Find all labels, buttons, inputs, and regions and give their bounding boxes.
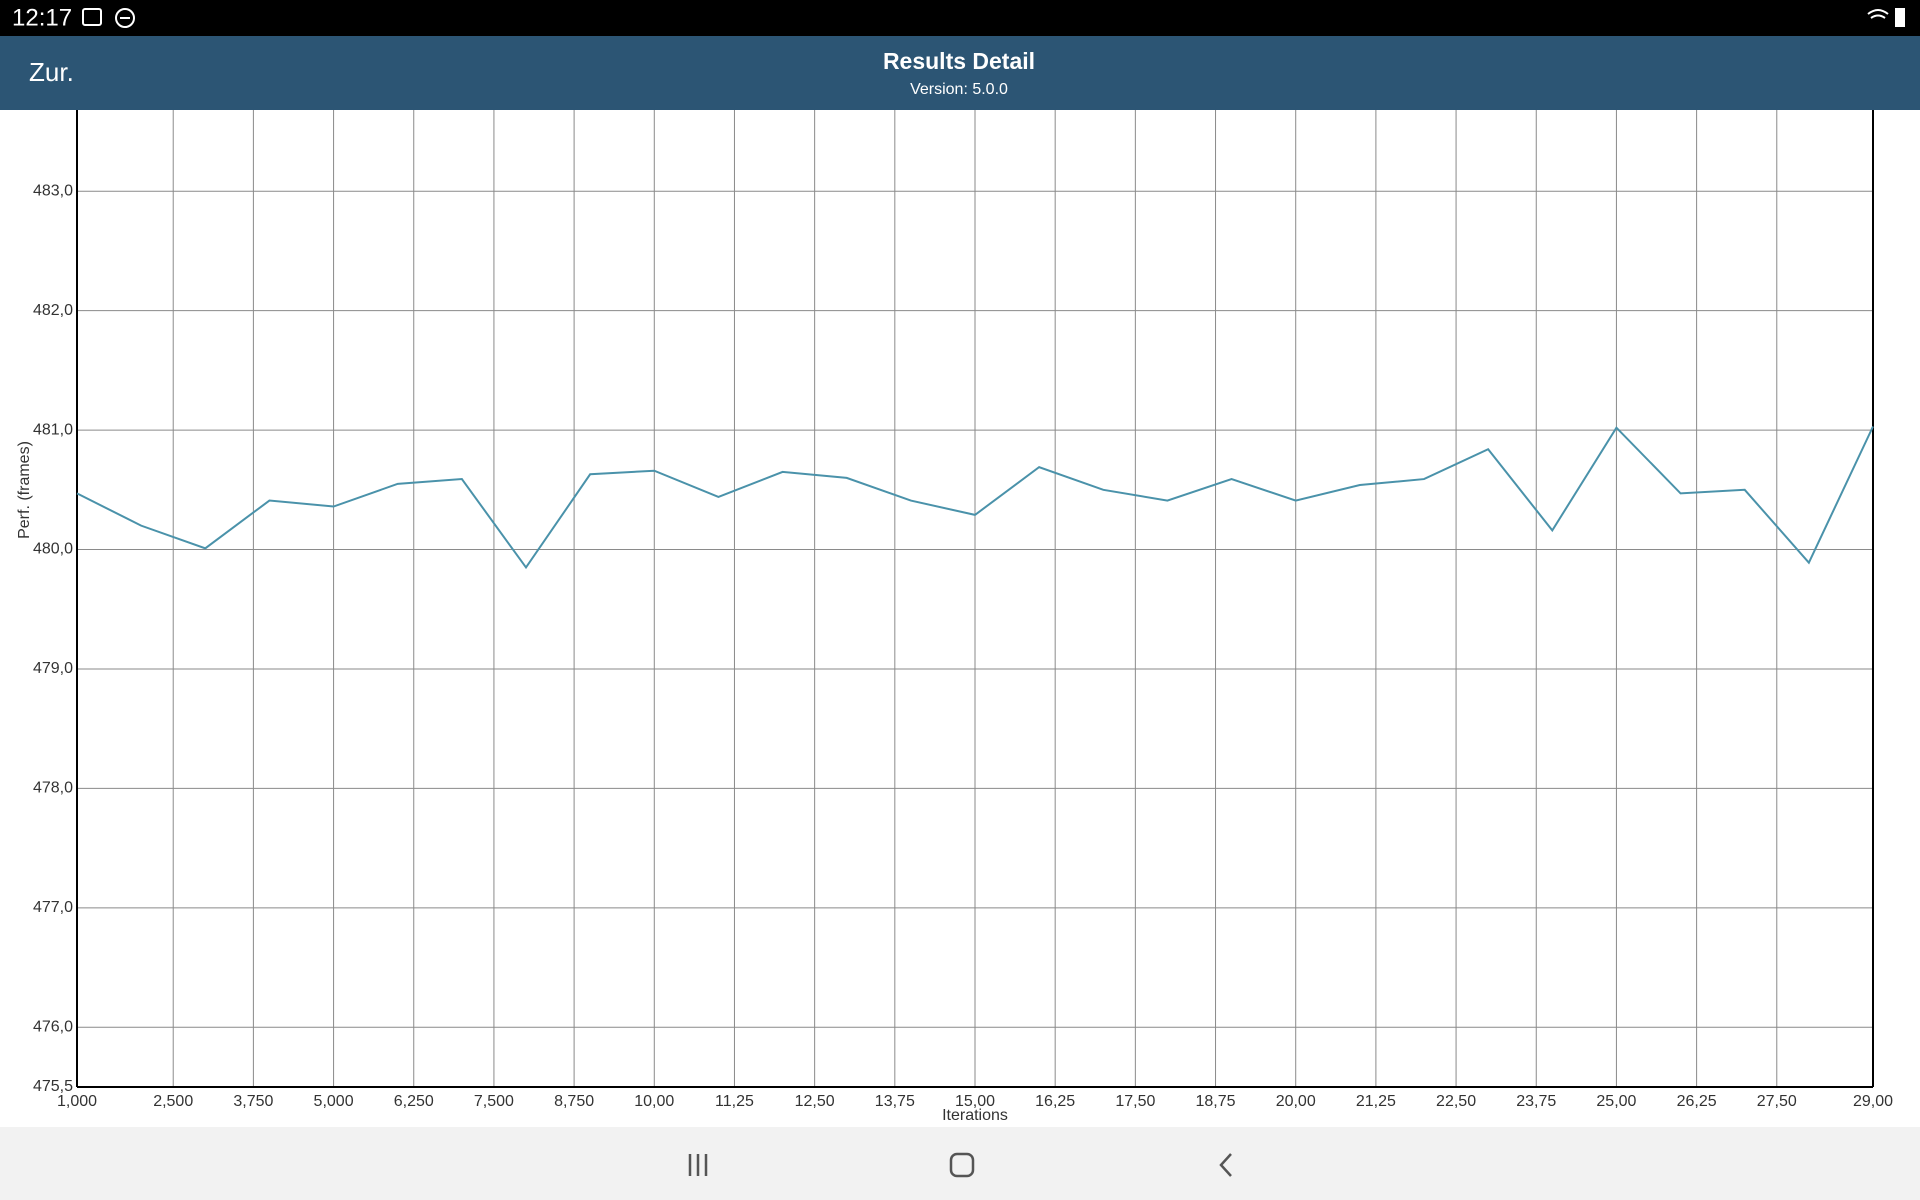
x-tick-label: 8,750	[554, 1093, 594, 1110]
app-bar	[0, 36, 1920, 110]
x-tick-label: 2,500	[153, 1093, 193, 1110]
x-tick-label: 10,00	[634, 1093, 674, 1110]
status-bar	[0, 0, 1920, 36]
x-tick-label: 12,50	[795, 1093, 835, 1110]
y-tick-label: 477,0	[33, 899, 73, 916]
page-title: Results Detail	[883, 48, 1035, 74]
y-tick-label: 481,0	[33, 421, 73, 438]
status-time: 12:17	[12, 4, 72, 31]
x-tick-label: 13,75	[875, 1093, 915, 1110]
data-line	[76, 426, 1874, 570]
x-tick-label: 15,00	[955, 1093, 995, 1110]
x-tick-label: 26,25	[1677, 1093, 1717, 1110]
x-tick-label: 23,75	[1516, 1093, 1556, 1110]
x-tick-label: 21,25	[1356, 1093, 1396, 1110]
status-icons	[82, 8, 1905, 28]
x-tick-label: 1,000	[57, 1093, 97, 1110]
x-tick-label: 20,00	[1276, 1093, 1316, 1110]
x-tick-label: 29,00	[1853, 1093, 1893, 1110]
back-button[interactable]: Zur.	[29, 57, 74, 87]
x-tick-label: 5,000	[314, 1093, 354, 1110]
x-tick-label: 11,25	[715, 1093, 754, 1110]
x-tick-label: 16,25	[1035, 1093, 1075, 1110]
x-axis-label: Iterations	[942, 1107, 1008, 1124]
y-tick-label: 483,0	[33, 182, 73, 199]
nav-buttons[interactable]	[688, 1152, 1232, 1178]
y-tick-label: 478,0	[33, 780, 73, 797]
plot: 475,5 476,0 477,0 478,0 479,0 480,0 481,0 482,0…	[33, 110, 1893, 1124]
y-axis-label: Perf. (frames)	[16, 441, 33, 539]
x-tick-label: 3,750	[233, 1093, 273, 1110]
y-tick-label: 479,0	[33, 660, 73, 677]
page-subtitle: Version: 5.0.0	[910, 81, 1008, 98]
x-tick-label: 18,75	[1196, 1093, 1236, 1110]
x-tick-label: 25,00	[1596, 1093, 1636, 1110]
x-tick-label: 27,50	[1757, 1093, 1797, 1110]
y-tick-label: 475,5	[33, 1078, 73, 1095]
x-tick-label: 22,50	[1436, 1093, 1476, 1110]
x-tick-label: 6,250	[394, 1093, 434, 1110]
x-tick-label: 7,500	[474, 1093, 514, 1110]
y-tick-label: 476,0	[33, 1018, 73, 1035]
y-tick-label: 480,0	[33, 541, 73, 558]
y-tick-label: 482,0	[33, 302, 73, 319]
nav-bar	[0, 1127, 1920, 1200]
x-tick-label: 17,50	[1115, 1093, 1155, 1110]
